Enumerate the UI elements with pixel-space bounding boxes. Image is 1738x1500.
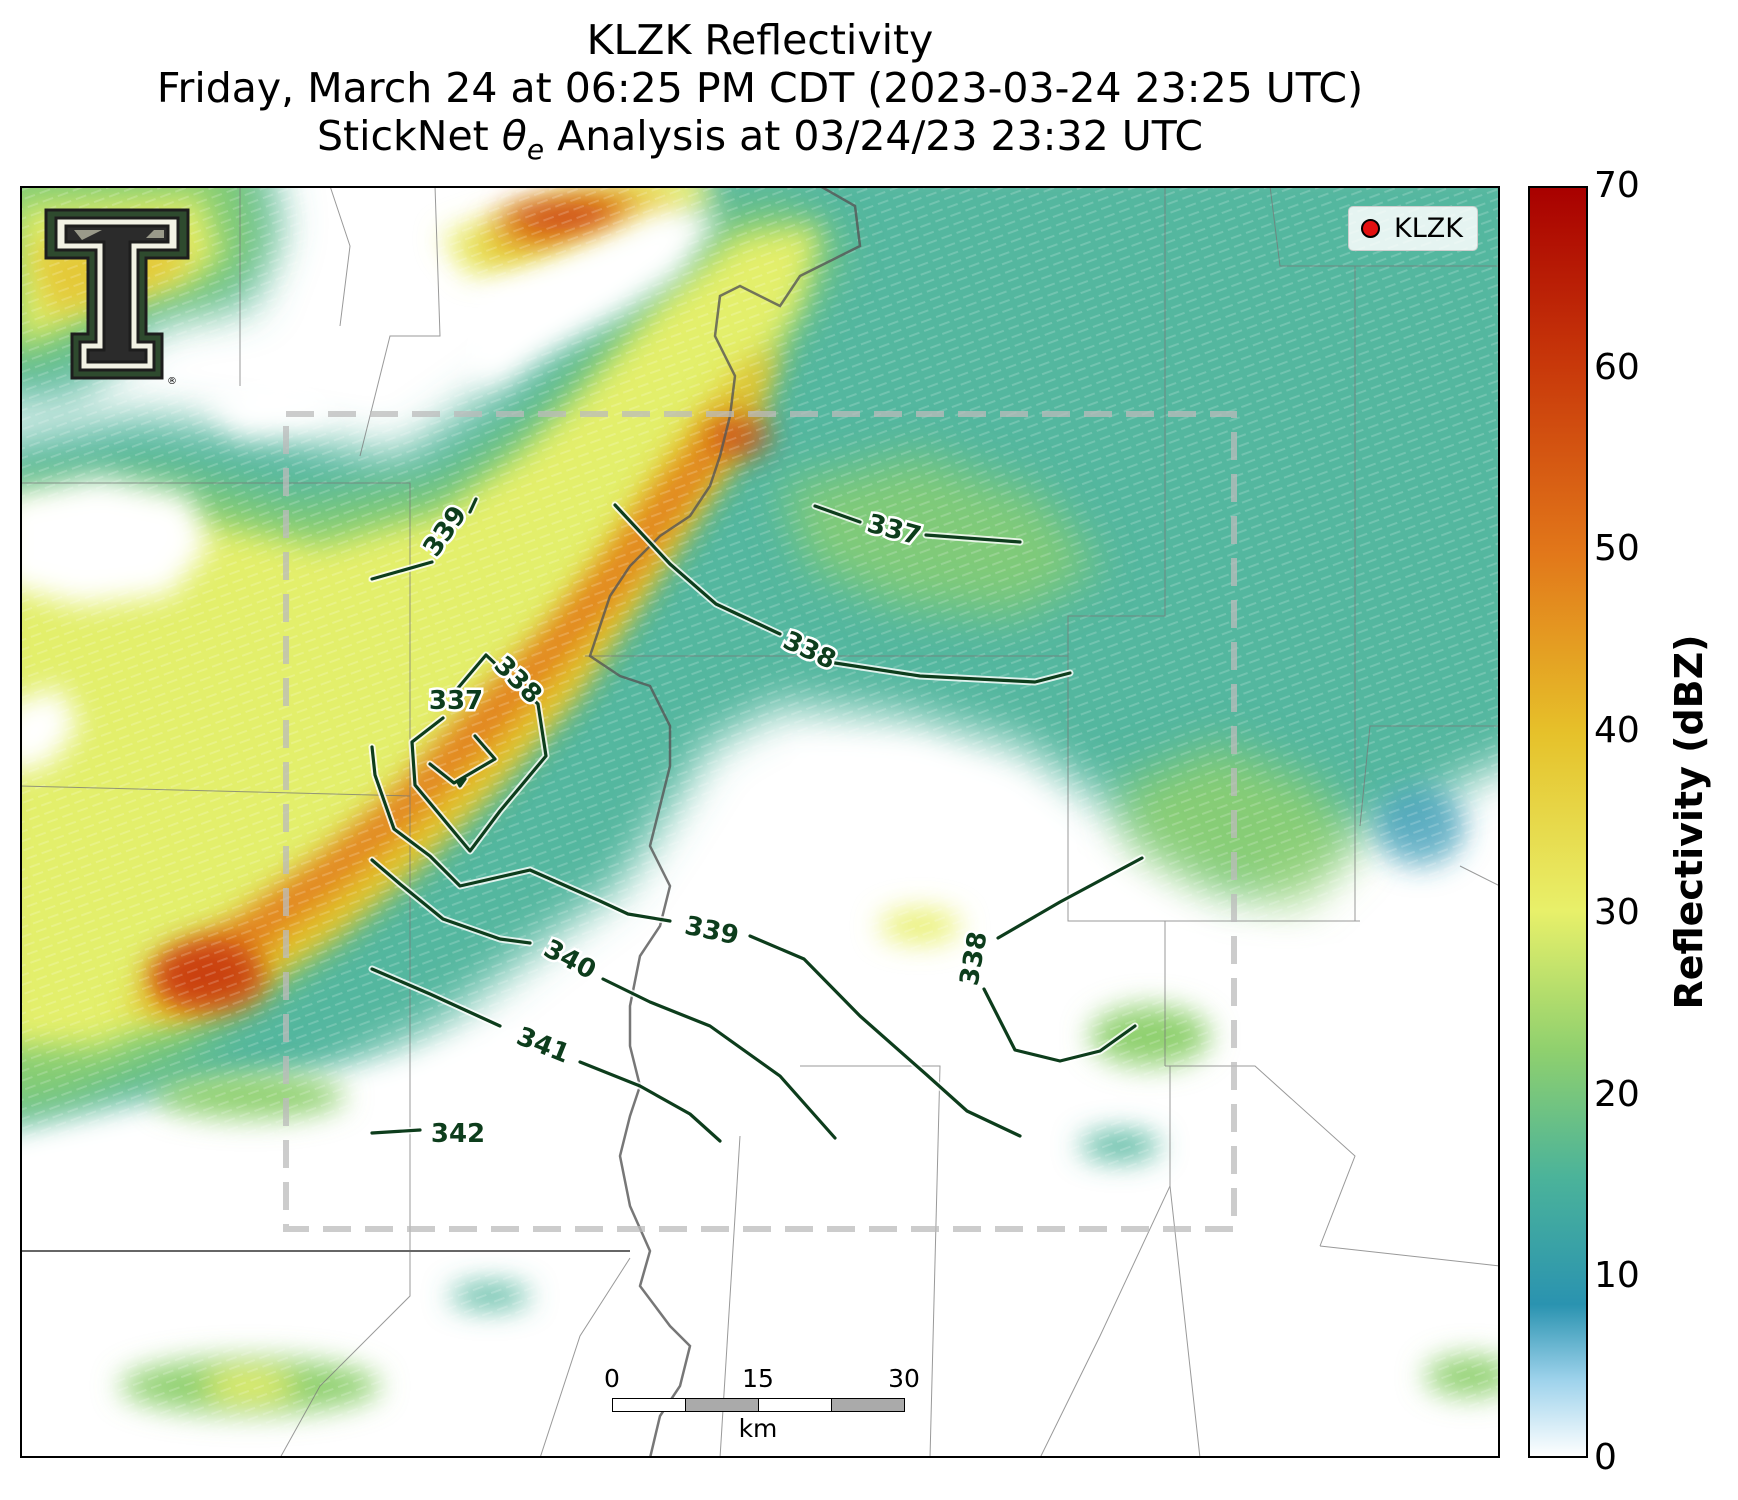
map-frame — [20, 186, 1500, 1458]
colorbar-tick-label-60: 60 — [1594, 346, 1640, 388]
contour-342 — [370, 1128, 422, 1135]
contour-340-b — [601, 977, 837, 1140]
contour-338-se-b — [982, 987, 1137, 1063]
radar-map[interactable]: 339 337 338 338 337 339 338 340 341 342 — [20, 186, 1500, 1458]
contour-338-closed — [410, 653, 548, 853]
colorbar-tick-label-20: 20 — [1594, 1073, 1640, 1115]
contour-339-mid-b — [748, 934, 1022, 1138]
scale-unit: km — [738, 1414, 778, 1443]
texas-tech-logo-icon: ® — [42, 206, 192, 390]
contour-338-se — [996, 856, 1144, 940]
contour-lines — [370, 497, 1144, 1143]
radar-texture-overlay — [20, 186, 1500, 1458]
colorbar-tick-label-50: 50 — [1594, 528, 1640, 570]
title-line-time: Friday, March 24 at 06:25 PM CDT (2023-0… — [156, 64, 1364, 112]
colorbar-tick-label-30: 30 — [1594, 891, 1640, 933]
theta-e-contours — [368, 495, 1146, 1145]
colorbar-gradient — [1528, 186, 1588, 1458]
radar-site-marker-icon — [1361, 219, 1380, 238]
contour-339-nw-b — [468, 497, 478, 514]
scale-segment-2 — [685, 1398, 759, 1412]
scale-segment-1 — [612, 1398, 686, 1412]
contour-339-nw — [370, 560, 434, 581]
contour-inner-tiny — [456, 777, 467, 788]
colorbar-tick-label-0: 0 — [1594, 1437, 1617, 1478]
contour-338-ne — [613, 503, 782, 636]
scale-segment-3 — [758, 1398, 832, 1412]
reflectivity-field: 339 337 338 338 337 339 338 340 341 342 — [20, 186, 1500, 1458]
colorbar-tick-label-40: 40 — [1594, 710, 1640, 752]
title-line-analysis: StickNet θe Analysis at 03/24/23 23:32 U… — [317, 112, 1203, 167]
colorbar-title: Reflectivity (dBZ) — [1667, 634, 1711, 1010]
colorbar-tick-label-70: 70 — [1594, 165, 1640, 206]
colorbar-ticks — [1586, 186, 1588, 1458]
contour-338-ne-b — [833, 661, 1072, 684]
analysis-domain-box — [283, 411, 1237, 1232]
map-title: KLZK Reflectivity Friday, March 24 at 06… — [20, 16, 1500, 174]
contour-339-mid — [370, 745, 672, 923]
title-line-radar: KLZK Reflectivity — [586, 16, 934, 64]
scale-tick-15: 15 — [742, 1364, 774, 1393]
scale-segment-4 — [831, 1398, 905, 1412]
reflectivity-colorbar — [1528, 186, 1588, 1458]
map-legend: KLZK — [1348, 206, 1478, 251]
contour-341-b — [578, 1060, 722, 1143]
scale-tick-0: 0 — [604, 1364, 620, 1393]
contour-341 — [370, 967, 502, 1028]
scale-tick-30: 30 — [888, 1364, 920, 1393]
contour-337-ne — [813, 504, 862, 524]
contour-337-ne-b — [924, 533, 1022, 544]
legend-label: KLZK — [1394, 213, 1463, 244]
colorbar-tick-label-10: 10 — [1594, 1255, 1640, 1297]
contour-label-342: 342 — [431, 1119, 485, 1149]
registered-mark: ® — [167, 376, 177, 386]
contour-337-closed — [428, 734, 497, 785]
contour-340 — [370, 858, 532, 945]
contour-label-337-closed: 337 — [429, 686, 483, 716]
radar-map-canvas: 339 337 338 338 337 339 338 340 341 342 — [20, 186, 1500, 1458]
